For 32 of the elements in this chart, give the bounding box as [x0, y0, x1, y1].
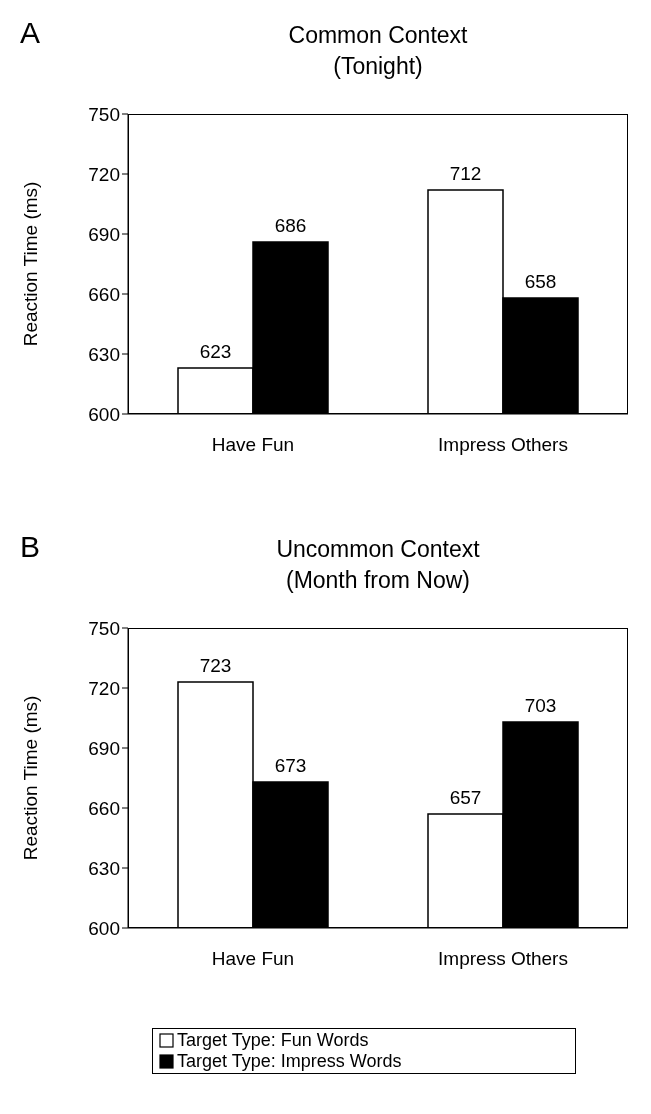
legend-label: Target Type: Impress Words — [177, 1051, 402, 1072]
data-label: 686 — [274, 215, 307, 236]
data-label: 703 — [524, 695, 557, 716]
y-tick-label: 630 — [88, 857, 120, 879]
y-tick-label: 660 — [88, 283, 120, 305]
legend-label: Target Type: Fun Words — [177, 1030, 369, 1051]
y-tick-label: 630 — [88, 343, 120, 365]
text: A — [20, 16, 41, 50]
chart-title: Common Context (Tonight) — [287, 21, 469, 81]
y-axis-title: Reaction Time (ms) — [19, 695, 41, 861]
y-tick-label: 600 — [88, 403, 120, 425]
chart-title: Uncommon Context (Month from Now) — [275, 535, 481, 595]
data-label: 712 — [449, 163, 482, 184]
y-axis-title: Reaction Time (ms) — [19, 181, 41, 347]
x-tick-label: Impress Others — [438, 948, 568, 970]
y-tick-label: 720 — [88, 677, 120, 699]
data-label: 623 — [199, 341, 232, 362]
data-label: 723 — [199, 655, 232, 676]
y-tick-label: 750 — [88, 103, 120, 125]
x-tick-label: Have Fun — [211, 948, 295, 970]
data-label: 657 — [449, 787, 482, 808]
y-tick-label: 660 — [88, 797, 120, 819]
y-tick-label: 600 — [88, 917, 120, 939]
y-tick-label: 690 — [88, 223, 120, 245]
x-tick-label: Have Fun — [211, 434, 295, 456]
text: B — [20, 530, 41, 564]
x-tick-label: Impress Others — [438, 434, 568, 456]
y-tick-label: 720 — [88, 163, 120, 185]
data-label: 658 — [524, 271, 557, 292]
data-label: 673 — [274, 755, 307, 776]
y-tick-label: 690 — [88, 737, 120, 759]
y-tick-label: 750 — [88, 617, 120, 639]
